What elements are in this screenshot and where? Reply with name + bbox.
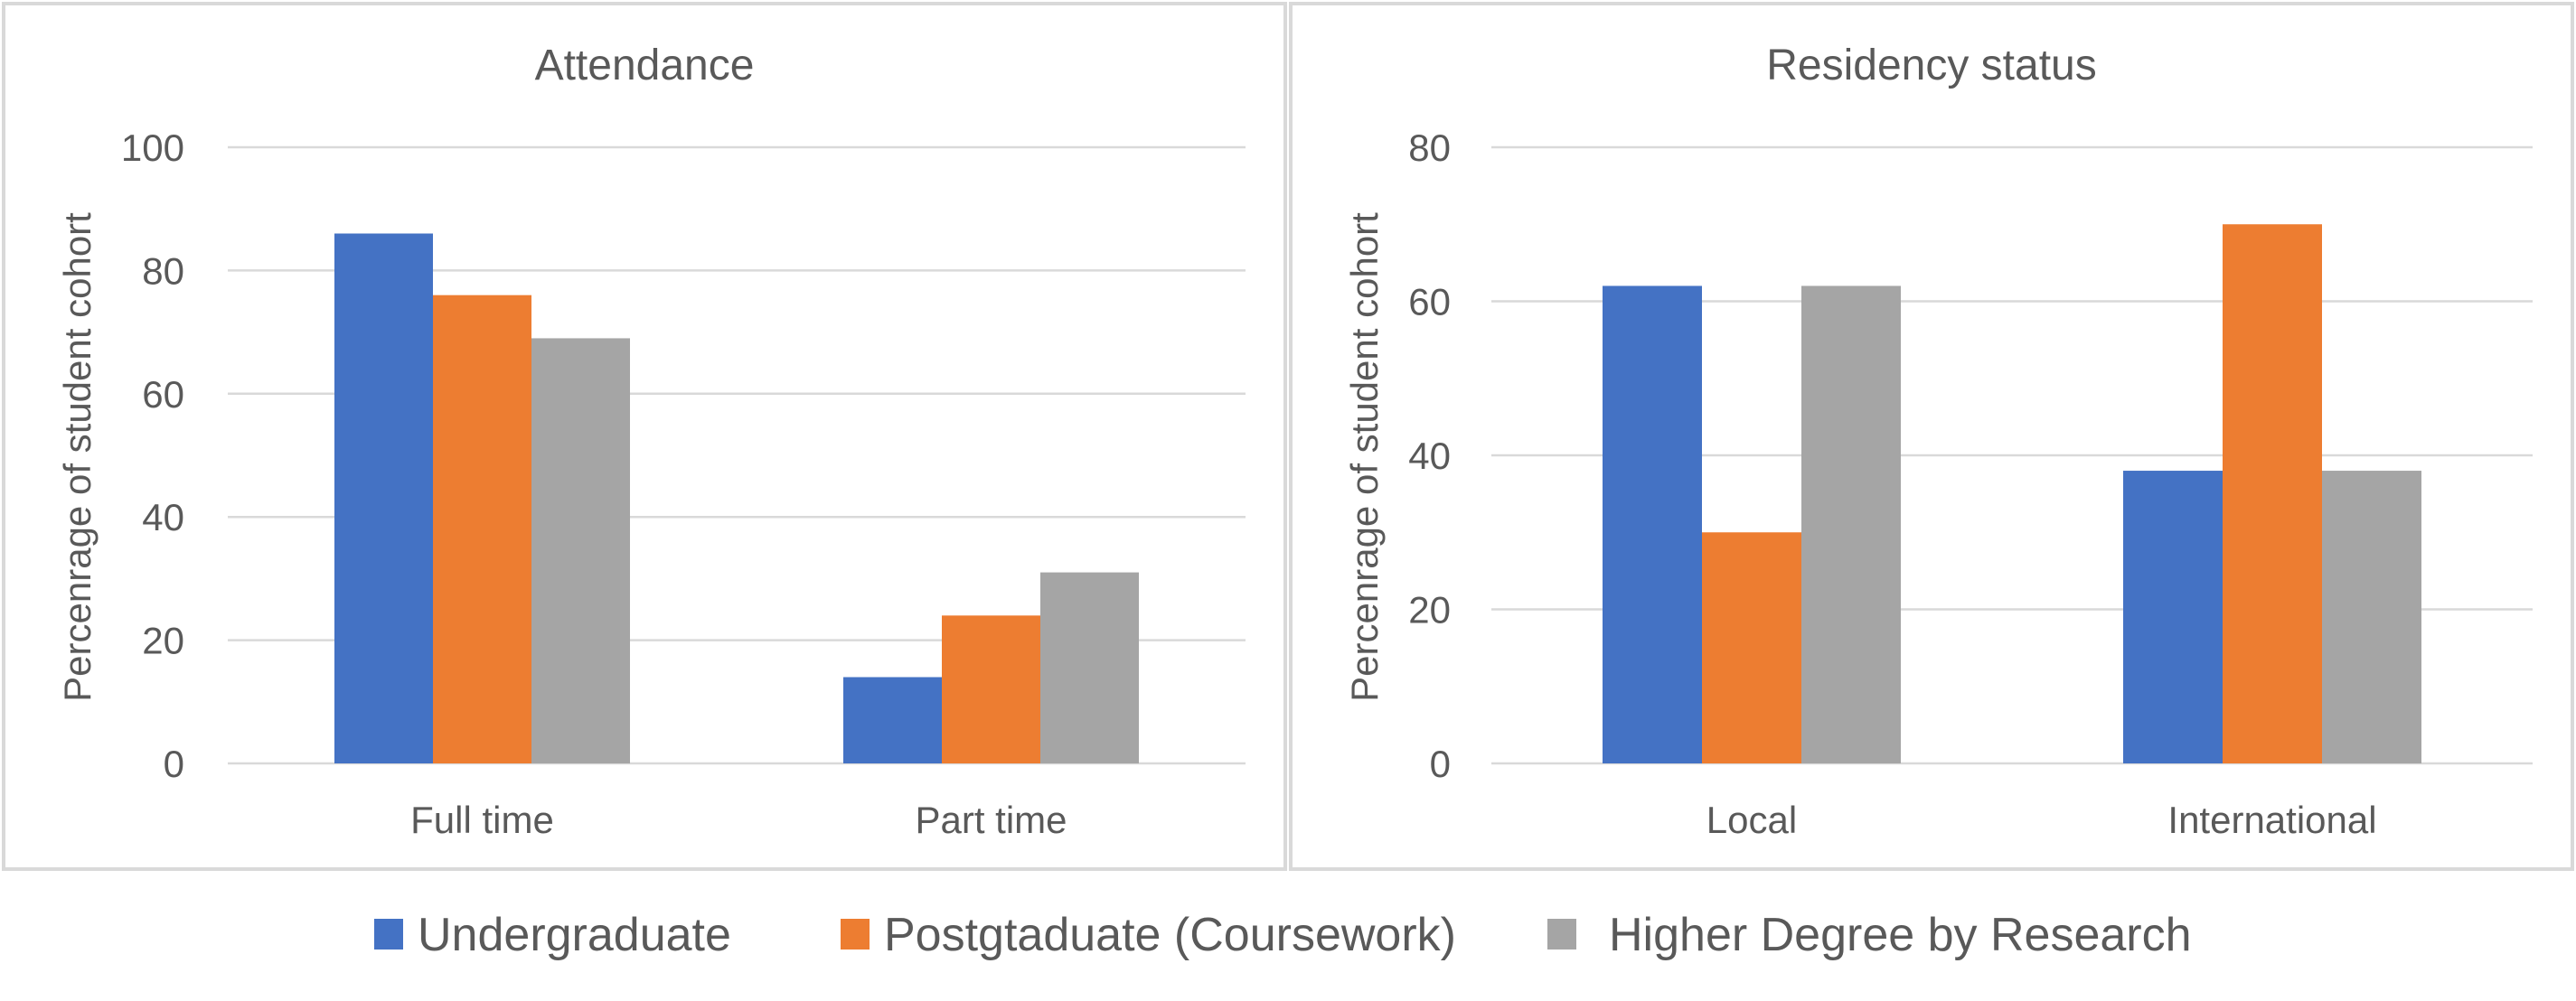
x-category-label: Full time	[410, 799, 554, 841]
chart-title: Attendance	[535, 42, 755, 89]
legend-swatch	[841, 919, 870, 950]
y-tick-label: 20	[142, 620, 184, 662]
legend-label: Undergraduate	[418, 909, 731, 961]
x-category-labels: Local International	[1706, 799, 2377, 841]
bar-postgtaduate-coursework-international	[2223, 224, 2322, 763]
y-tick-label: 60	[142, 373, 184, 416]
y-tick-label: 80	[1408, 126, 1451, 169]
bar-undergraduate-part-time	[843, 677, 942, 763]
legend: Undergraduate Postgtaduate (Coursework) …	[374, 909, 2192, 961]
x-category-labels: Full time Part time	[410, 799, 1067, 841]
x-category-label: International	[2167, 799, 2376, 841]
y-tick-label: 20	[1408, 589, 1451, 631]
y-tick-label: 40	[142, 496, 184, 538]
bar-postgtaduate-coursework-part-time	[942, 615, 1040, 763]
y-tick-label: 40	[1408, 435, 1451, 477]
bars	[334, 233, 1139, 764]
legend-label: Postgtaduate (Coursework)	[884, 909, 1456, 961]
bar-higher-degree-by-research-local	[1801, 285, 1901, 763]
chart-panel-residency: Residency status Percenrage of student c…	[1289, 2, 2574, 871]
legend-label: Higher Degree by Research	[1609, 909, 2192, 961]
legend-item-undergraduate: Undergraduate	[374, 909, 731, 961]
bar-undergraduate-local	[1603, 285, 1702, 763]
bar-higher-degree-by-research-international	[2322, 471, 2421, 763]
chart-title: Residency status	[1766, 42, 2097, 89]
bar-postgtaduate-coursework-local	[1702, 532, 1801, 763]
chart-panel-attendance: Attendance Percenrage of student cohort …	[2, 2, 1287, 871]
bar-undergraduate-international	[2123, 471, 2223, 763]
y-tick-label: 60	[1408, 281, 1451, 323]
y-tick-label: 80	[142, 249, 184, 292]
legend-swatch	[374, 919, 403, 950]
bar-undergraduate-full-time	[334, 233, 433, 764]
y-tick-label: 100	[121, 126, 184, 169]
bar-higher-degree-by-research-part-time	[1040, 572, 1139, 763]
bar-postgtaduate-coursework-full-time	[433, 295, 531, 763]
y-tick-labels: 0 20 40 60 80 100	[121, 126, 184, 785]
x-category-label: Local	[1706, 799, 1797, 841]
y-tick-labels: 0 20 40 60 80	[1408, 126, 1451, 785]
y-axis-title: Percenrage of student cohort	[56, 212, 99, 702]
legend-item-hdr: Higher Degree by Research	[1547, 909, 2192, 961]
y-axis-title: Percenrage of student cohort	[1343, 212, 1386, 702]
bar-higher-degree-by-research-full-time	[531, 338, 630, 763]
y-tick-label: 0	[164, 743, 184, 785]
x-category-label: Part time	[915, 799, 1067, 841]
y-tick-label: 0	[1430, 743, 1451, 785]
legend-swatch	[1547, 919, 1576, 950]
bars	[1603, 224, 2421, 763]
legend-item-postgraduate: Postgtaduate (Coursework)	[841, 909, 1456, 961]
